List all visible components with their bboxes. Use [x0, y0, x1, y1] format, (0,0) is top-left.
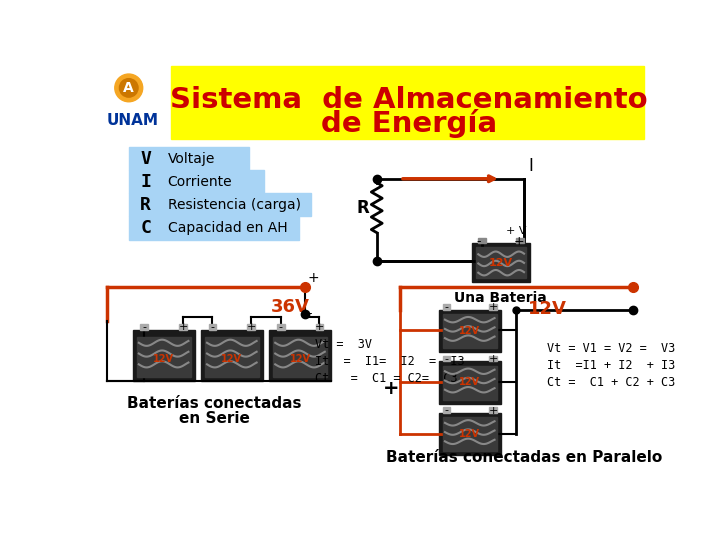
Bar	[489, 356, 497, 361]
Bar	[315, 325, 323, 330]
Text: 12V: 12V	[489, 258, 513, 268]
Bar	[137, 336, 191, 377]
Text: +: +	[513, 235, 524, 248]
Bar	[248, 325, 255, 330]
Text: de Energía: de Energía	[321, 110, 498, 138]
Text: +: +	[488, 406, 498, 416]
Text: R: R	[356, 199, 369, 217]
Bar	[443, 304, 451, 309]
Text: + V: + V	[506, 226, 526, 236]
Bar	[209, 325, 216, 330]
Text: I: I	[140, 173, 151, 191]
Bar	[438, 309, 500, 352]
Text: 12V: 12V	[153, 354, 174, 364]
Bar	[472, 244, 530, 282]
Text: It  =  I1=  I2  =  I3: It = I1= I2 = I3	[315, 355, 464, 368]
Text: R: R	[140, 196, 151, 214]
Text: -: -	[143, 322, 146, 332]
Bar	[489, 304, 497, 309]
Text: +: +	[382, 379, 399, 397]
Text: 12V: 12V	[289, 354, 310, 364]
Text: Una Bateria: Una Bateria	[454, 291, 547, 305]
Bar	[443, 408, 451, 413]
Text: I: I	[528, 157, 533, 175]
Bar	[438, 361, 500, 403]
Bar	[443, 314, 497, 348]
Text: -: -	[444, 354, 449, 364]
Bar	[129, 217, 300, 240]
Bar	[443, 356, 451, 361]
Text: Corriente: Corriente	[168, 175, 232, 189]
Bar	[179, 325, 187, 330]
Text: 12V: 12V	[221, 354, 243, 364]
Bar	[273, 336, 327, 377]
Bar	[129, 170, 264, 193]
Bar	[269, 330, 331, 381]
Text: Ct =  C1 + C2 + C3: Ct = C1 + C2 + C3	[547, 376, 675, 389]
Text: Ct   =  C1 = C2=  C3: Ct = C1 = C2= C3	[315, 372, 457, 385]
Text: en Serie: en Serie	[179, 411, 249, 426]
Bar	[204, 336, 259, 377]
Text: +: +	[307, 271, 320, 285]
Text: Resistencia (carga): Resistencia (carga)	[168, 198, 300, 212]
Text: +: +	[179, 322, 188, 332]
Bar	[276, 325, 284, 330]
Text: UNAM: UNAM	[107, 113, 158, 128]
Text: +: +	[488, 354, 498, 364]
Text: A: A	[123, 81, 134, 95]
Text: +: +	[315, 322, 324, 332]
Bar	[478, 238, 486, 244]
Text: Voltaje: Voltaje	[168, 152, 215, 166]
Text: Vt = V1 = V2 =  V3: Vt = V1 = V2 = V3	[547, 342, 675, 355]
Text: -: -	[476, 235, 480, 248]
Circle shape	[120, 79, 138, 97]
Bar	[129, 193, 311, 217]
Bar	[443, 417, 497, 451]
Text: Capacidad en AH: Capacidad en AH	[168, 221, 287, 235]
Bar	[140, 325, 148, 330]
Text: 12V: 12V	[459, 377, 480, 387]
Bar	[129, 147, 249, 170]
Text: -: -	[210, 322, 215, 332]
Text: It  =I1 + I2  + I3: It =I1 + I2 + I3	[547, 359, 675, 372]
Text: -: -	[444, 406, 449, 416]
Text: Baterías conectadas en Paralelo: Baterías conectadas en Paralelo	[386, 450, 662, 465]
Text: -: -	[444, 302, 449, 312]
Bar	[132, 330, 194, 381]
Text: 12V: 12V	[528, 300, 567, 319]
Text: +: +	[246, 322, 256, 332]
Text: Sistema  de Almacenamiento: Sistema de Almacenamiento	[171, 86, 648, 114]
Bar	[201, 330, 263, 381]
Bar	[443, 366, 497, 400]
Bar	[489, 408, 497, 413]
Text: -: -	[279, 322, 283, 332]
Text: V: V	[140, 150, 151, 168]
Bar	[476, 247, 526, 278]
Text: C: C	[140, 219, 151, 237]
Circle shape	[114, 74, 143, 102]
Text: Vt =  3V: Vt = 3V	[315, 338, 372, 351]
Bar	[171, 66, 644, 139]
Text: Baterías conectadas: Baterías conectadas	[127, 396, 301, 411]
Text: 12V: 12V	[459, 326, 480, 336]
Text: -: -	[307, 307, 312, 320]
Text: +: +	[488, 302, 498, 312]
Text: 12V: 12V	[459, 429, 480, 439]
Text: 36V: 36V	[271, 298, 310, 316]
Bar	[438, 413, 500, 455]
Bar	[516, 238, 524, 244]
